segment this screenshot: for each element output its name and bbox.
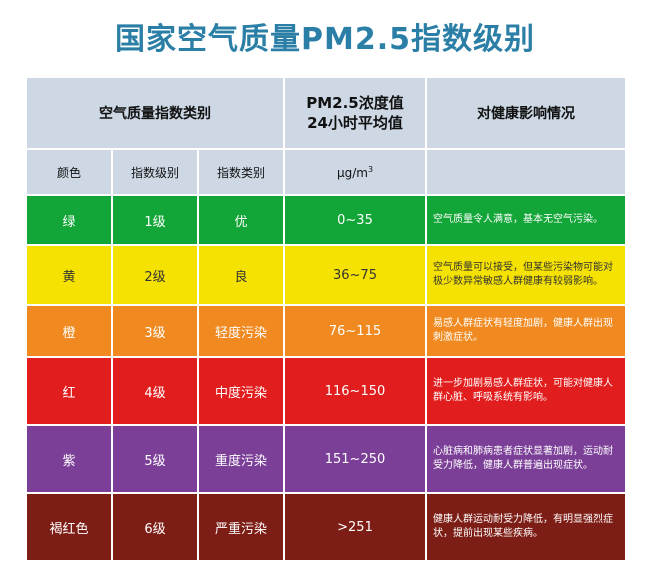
cell-range: 0~35 xyxy=(283,194,427,246)
table-row: 褐红色 6级 严重污染 >251 健康人群运动耐受力降低，有明显强烈症状，提前出… xyxy=(25,492,627,562)
table-row: 紫 5级 重度污染 151~250 心脏病和肺病患者症状显著加剧，运动耐受力降低… xyxy=(25,424,627,494)
cell-level: 4级 xyxy=(111,356,199,426)
cell-range: >251 xyxy=(283,492,427,562)
cell-range: 76~115 xyxy=(283,304,427,358)
cell-level: 1级 xyxy=(111,194,199,246)
cell-category: 重度污染 xyxy=(197,424,285,494)
table-row: 橙 3级 轻度污染 76~115 易感人群症状有轻度加剧，健康人群出现刺激症状。 xyxy=(25,304,627,358)
cell-level: 5级 xyxy=(111,424,199,494)
header-category-group: 空气质量指数类别 xyxy=(25,76,285,150)
cell-range: 116~150 xyxy=(283,356,427,426)
header-type: 指数类别 xyxy=(197,148,285,196)
cell-category: 中度污染 xyxy=(197,356,285,426)
header-health: 对健康影响情况 xyxy=(425,76,627,150)
cell-health: 易感人群症状有轻度加剧，健康人群出现刺激症状。 xyxy=(425,304,627,358)
pm25-table: 空气质量指数类别 PM2.5浓度值 24小时平均值 对健康影响情况 颜色 指数级… xyxy=(25,76,627,562)
cell-health: 空气质量可以接受，但某些污染物可能对极少数异常敏感人群健康有较弱影响。 xyxy=(425,244,627,306)
header-color: 颜色 xyxy=(25,148,113,196)
cell-color: 黄 xyxy=(25,244,113,306)
cell-range: 151~250 xyxy=(283,424,427,494)
cell-category: 严重污染 xyxy=(197,492,285,562)
cell-color: 紫 xyxy=(25,424,113,494)
unit-base: μg/m xyxy=(336,165,368,180)
cell-category: 优 xyxy=(197,194,285,246)
header-pm-line1: PM2.5浓度值 xyxy=(306,94,404,112)
header-level: 指数级别 xyxy=(111,148,199,196)
cell-category: 轻度污染 xyxy=(197,304,285,358)
cell-level: 2级 xyxy=(111,244,199,306)
header-unit: μg/m3 xyxy=(283,148,427,196)
table-row: 红 4级 中度污染 116~150 进一步加剧易感人群症状，可能对健康人群心脏、… xyxy=(25,356,627,426)
page-title: 国家空气质量PM2.5指数级别 xyxy=(115,22,535,57)
cell-category: 良 xyxy=(197,244,285,306)
cell-level: 6级 xyxy=(111,492,199,562)
subheader-row: 颜色 指数级别 指数类别 μg/m3 xyxy=(25,148,627,196)
header-empty xyxy=(425,148,627,196)
table-row: 绿 1级 优 0~35 空气质量令人满意，基本无空气污染。 xyxy=(25,194,627,246)
cell-health: 空气质量令人满意，基本无空气污染。 xyxy=(425,194,627,246)
cell-level: 3级 xyxy=(111,304,199,358)
header-row: 空气质量指数类别 PM2.5浓度值 24小时平均值 对健康影响情况 xyxy=(25,76,627,150)
cell-color: 红 xyxy=(25,356,113,426)
cell-color: 橙 xyxy=(25,304,113,358)
table-row: 黄 2级 良 36~75 空气质量可以接受，但某些污染物可能对极少数异常敏感人群… xyxy=(25,244,627,306)
cell-color: 褐红色 xyxy=(25,492,113,562)
unit-sup: 3 xyxy=(367,164,374,174)
cell-color: 绿 xyxy=(25,194,113,246)
cell-health: 健康人群运动耐受力降低，有明显强烈症状，提前出现某些疾病。 xyxy=(425,492,627,562)
cell-range: 36~75 xyxy=(283,244,427,306)
header-pm-value: PM2.5浓度值 24小时平均值 xyxy=(283,76,427,150)
header-pm-line2: 24小时平均值 xyxy=(307,114,403,132)
cell-health: 心脏病和肺病患者症状显著加剧，运动耐受力降低，健康人群普遍出现症状。 xyxy=(425,424,627,494)
cell-health: 进一步加剧易感人群症状，可能对健康人群心脏、呼吸系统有影响。 xyxy=(425,356,627,426)
